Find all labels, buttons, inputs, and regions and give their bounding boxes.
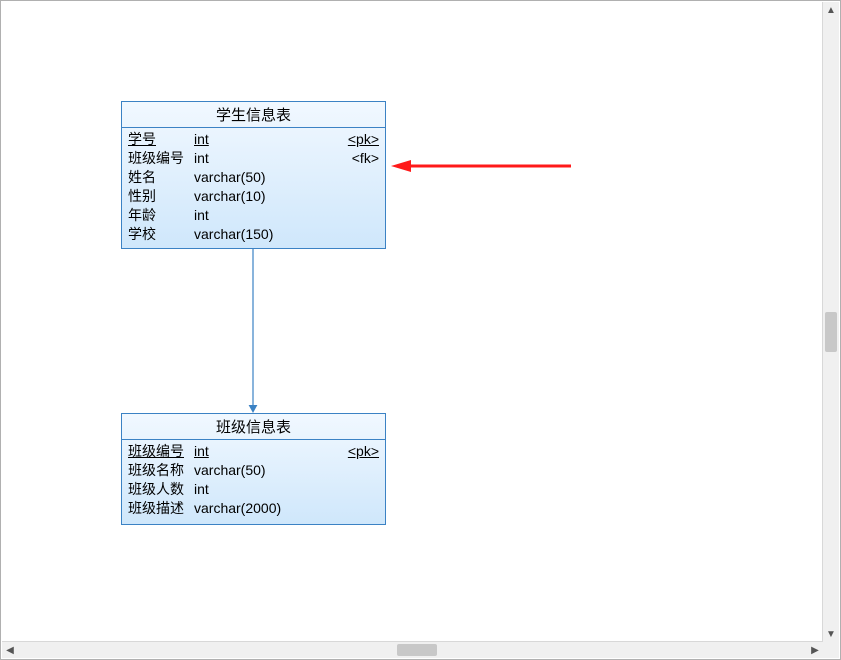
col-name: 性别 bbox=[128, 187, 190, 206]
col-type: varchar(150) bbox=[190, 225, 373, 244]
scroll-right-button[interactable]: ▶ bbox=[807, 642, 823, 658]
annotation-arrowhead-icon bbox=[391, 160, 411, 172]
entity-student-body: 学号 int <pk> 班级编号 int <fk> 姓名 varchar(50)… bbox=[122, 128, 385, 248]
entity-class-body: 班级编号 int <pk> 班级名称 varchar(50) 班级人数 int … bbox=[122, 440, 385, 522]
chevron-left-icon: ◀ bbox=[6, 645, 14, 656]
entity-student-table[interactable]: 学生信息表 学号 int <pk> 班级编号 int <fk> 姓名 varch… bbox=[121, 101, 386, 249]
vertical-scroll-thumb[interactable] bbox=[825, 312, 837, 352]
entity-class-title: 班级信息表 bbox=[122, 414, 385, 440]
col-name: 学校 bbox=[128, 225, 190, 244]
table-row[interactable]: 年龄 int bbox=[128, 206, 379, 225]
table-row[interactable]: 学校 varchar(150) bbox=[128, 225, 379, 244]
entity-class-table[interactable]: 班级信息表 班级编号 int <pk> 班级名称 varchar(50) 班级人… bbox=[121, 413, 386, 525]
horizontal-scrollbar[interactable]: ◀ ▶ bbox=[2, 641, 823, 658]
col-key: <pk> bbox=[342, 130, 379, 149]
table-row[interactable]: 班级描述 varchar(2000) bbox=[128, 499, 379, 518]
col-name: 班级名称 bbox=[128, 461, 190, 480]
table-row[interactable]: 班级名称 varchar(50) bbox=[128, 461, 379, 480]
col-key: <fk> bbox=[346, 149, 379, 168]
col-name: 班级描述 bbox=[128, 499, 190, 518]
col-key bbox=[373, 480, 379, 499]
table-row[interactable]: 学号 int <pk> bbox=[128, 130, 379, 149]
scroll-down-button[interactable]: ▼ bbox=[823, 626, 839, 642]
table-row[interactable]: 班级人数 int bbox=[128, 480, 379, 499]
table-row[interactable]: 班级编号 int <fk> bbox=[128, 149, 379, 168]
svg-overlay bbox=[1, 1, 823, 642]
col-name: 班级人数 bbox=[128, 480, 190, 499]
table-row[interactable]: 班级编号 int <pk> bbox=[128, 442, 379, 461]
horizontal-scroll-thumb[interactable] bbox=[397, 644, 437, 656]
chevron-down-icon: ▼ bbox=[826, 629, 836, 640]
col-key bbox=[373, 168, 379, 187]
col-type: int bbox=[190, 130, 342, 149]
col-key bbox=[373, 461, 379, 480]
diagram-viewport: 学生信息表 学号 int <pk> 班级编号 int <fk> 姓名 varch… bbox=[0, 0, 841, 660]
col-key: <pk> bbox=[342, 442, 379, 461]
col-type: varchar(50) bbox=[190, 461, 373, 480]
col-type: int bbox=[190, 442, 342, 461]
col-name: 姓名 bbox=[128, 168, 190, 187]
vertical-scrollbar[interactable]: ▲ ▼ bbox=[822, 2, 839, 642]
col-type: varchar(10) bbox=[190, 187, 373, 206]
col-type: int bbox=[190, 206, 373, 225]
col-name: 班级编号 bbox=[128, 149, 190, 168]
chevron-right-icon: ▶ bbox=[811, 645, 819, 656]
diagram-canvas[interactable]: 学生信息表 学号 int <pk> 班级编号 int <fk> 姓名 varch… bbox=[1, 1, 823, 642]
table-row[interactable]: 性别 varchar(10) bbox=[128, 187, 379, 206]
col-type: int bbox=[190, 149, 346, 168]
col-key bbox=[373, 499, 379, 518]
col-name: 学号 bbox=[128, 130, 190, 149]
col-key bbox=[373, 225, 379, 244]
scroll-up-button[interactable]: ▲ bbox=[823, 2, 839, 18]
scrollbar-corner bbox=[823, 642, 839, 658]
col-type: varchar(50) bbox=[190, 168, 373, 187]
fk-connector-arrowhead-icon bbox=[249, 405, 258, 413]
col-key bbox=[373, 187, 379, 206]
chevron-up-icon: ▲ bbox=[826, 5, 836, 16]
entity-student-title: 学生信息表 bbox=[122, 102, 385, 128]
col-type: varchar(2000) bbox=[190, 499, 373, 518]
scroll-left-button[interactable]: ◀ bbox=[2, 642, 18, 658]
col-name: 班级编号 bbox=[128, 442, 190, 461]
table-row[interactable]: 姓名 varchar(50) bbox=[128, 168, 379, 187]
col-type: int bbox=[190, 480, 373, 499]
col-name: 年龄 bbox=[128, 206, 190, 225]
col-key bbox=[373, 206, 379, 225]
